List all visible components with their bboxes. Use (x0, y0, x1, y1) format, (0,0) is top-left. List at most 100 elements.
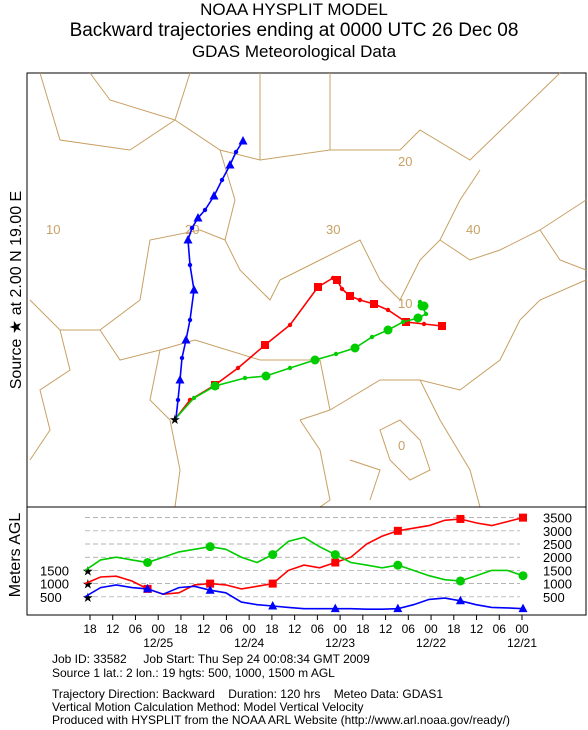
alt-start-star-icon: ★ (82, 590, 94, 605)
time-tick-label: 00 (242, 622, 256, 636)
alt-marker-red (206, 579, 215, 588)
alt-right-tick: 2000 (543, 550, 572, 565)
model-title: NOAA HYSPLIT MODEL (200, 0, 388, 19)
map-point-green (242, 375, 248, 381)
map-marker-green (413, 313, 423, 323)
map-point-blue (187, 317, 193, 323)
map-point-blue (233, 149, 239, 155)
alt-right-tick: 2500 (543, 537, 572, 552)
alt-right-tick: 3000 (543, 524, 572, 539)
time-tick-label: 00 (515, 622, 529, 636)
alt-right-tick: 500 (543, 590, 565, 605)
time-axis: 18 12 06 00 18 12 06 00 18 12 06 00 18 12 06 00 18 12 06 00… (27, 614, 586, 650)
lon-label-10: 10 (46, 222, 60, 237)
time-tick-label: 12 (470, 622, 484, 636)
map-point-red (287, 322, 293, 328)
map-point-red (339, 286, 345, 292)
altitude-gridlines (85, 517, 520, 598)
time-tick-label: 12 (106, 622, 120, 636)
alt-marker-green (518, 571, 528, 581)
alt-right-tick: 3500 (543, 511, 572, 526)
map-point-green (400, 319, 406, 325)
map-marker-blue (175, 375, 185, 384)
source-location-label: Source ★ at 2.00 N 19.00 E (8, 190, 25, 390)
map-point-green (369, 334, 375, 340)
map-marker-green (210, 381, 220, 391)
map-marker-blue (181, 335, 191, 344)
time-tick-label: 00 (424, 622, 438, 636)
footer-line-1: Job ID: 33582 Job Start: Thu Sep 24 00:0… (52, 652, 370, 666)
source-star-icon: ★ (169, 412, 181, 427)
footer-line-2: Source 1 lat.: 2 lon.: 19 hgts: 500, 100… (52, 666, 335, 680)
date-label: 12/25 (143, 636, 173, 650)
date-label: 12/24 (234, 636, 264, 650)
alt-start-star-icon: ★ (82, 577, 94, 592)
map-marker-red (438, 322, 446, 330)
map-point-blue (179, 355, 185, 361)
alt-marker-green (205, 542, 215, 552)
time-tick-label: 06 (402, 622, 416, 636)
map-point-green (333, 351, 339, 357)
footer-line-3: Trajectory Direction: Backward Duration:… (52, 687, 443, 701)
time-tick-label: 12 (288, 622, 302, 636)
map-marker-green (383, 325, 393, 335)
time-tick-label: 12 (197, 622, 211, 636)
lat-label-0: 0 (398, 438, 405, 453)
data-source-title: GDAS Meteorological Data (191, 42, 397, 61)
meteo-data: Meteo Data: GDAS1 (333, 687, 444, 701)
map-point-red (235, 365, 241, 371)
lon-label-40: 40 (466, 222, 480, 237)
alt-marker-blue (518, 603, 528, 613)
time-tick-label: 00 (333, 622, 347, 636)
map-point-green (423, 311, 429, 317)
map-marker-blue (238, 136, 248, 145)
map-marker-red (333, 276, 341, 284)
map-frame (26, 72, 587, 508)
date-label: 12/22 (416, 636, 446, 650)
time-tick-label: 18 (265, 622, 279, 636)
map-marker-blue (193, 213, 203, 222)
lat-label-10: 10 (398, 296, 412, 311)
time-tick-label: 06 (220, 622, 234, 636)
country-borders (29, 72, 587, 508)
alt-marker-green (330, 550, 340, 560)
time-tick-label: 18 (447, 622, 461, 636)
map-point-green (287, 365, 293, 371)
time-tick-label: 00 (152, 622, 166, 636)
map-marker-red (370, 300, 378, 308)
map-marker-red (261, 341, 269, 349)
altitude-trajectories (84, 513, 528, 613)
alt-left-tick: 1500 (40, 563, 69, 578)
alt-trajectory-blue (84, 584, 524, 611)
time-tick-label: 06 (311, 622, 325, 636)
map-marker-red (346, 292, 354, 300)
alt-marker-blue (205, 585, 215, 594)
altitude-axis-title: Meters AGL (7, 512, 24, 598)
duration: Duration: 120 hrs (228, 687, 321, 701)
map-marker-blue (183, 235, 193, 244)
alt-marker-blue (455, 595, 465, 605)
map-point-green (191, 395, 197, 401)
map-marker-green (419, 301, 429, 311)
map-point-blue (187, 262, 193, 268)
alt-marker-blue (268, 601, 278, 610)
map-marker-red (314, 283, 322, 291)
alt-start-star-icon: ★ (82, 563, 94, 578)
map-point-blue (175, 397, 181, 403)
alt-left-tick: 500 (40, 590, 62, 605)
lat-label-20: 20 (398, 154, 412, 169)
map-point-red (421, 321, 427, 327)
job-start: Job Start: Thu Sep 24 00:08:34 GMT 2009 (143, 652, 370, 666)
footer-line-5: Produced with HYSPLIT from the NOAA ARL … (52, 713, 510, 727)
map-point-blue (189, 225, 195, 231)
map-point-red (385, 307, 391, 313)
alt-right-tick: 1500 (543, 563, 572, 578)
alt-marker-green (455, 576, 465, 586)
map-marker-blue (209, 191, 219, 200)
alt-marker-red (456, 514, 465, 523)
date-label: 12/23 (325, 636, 355, 650)
alt-marker-blue (143, 583, 153, 593)
time-tick-label: 12 (379, 622, 393, 636)
